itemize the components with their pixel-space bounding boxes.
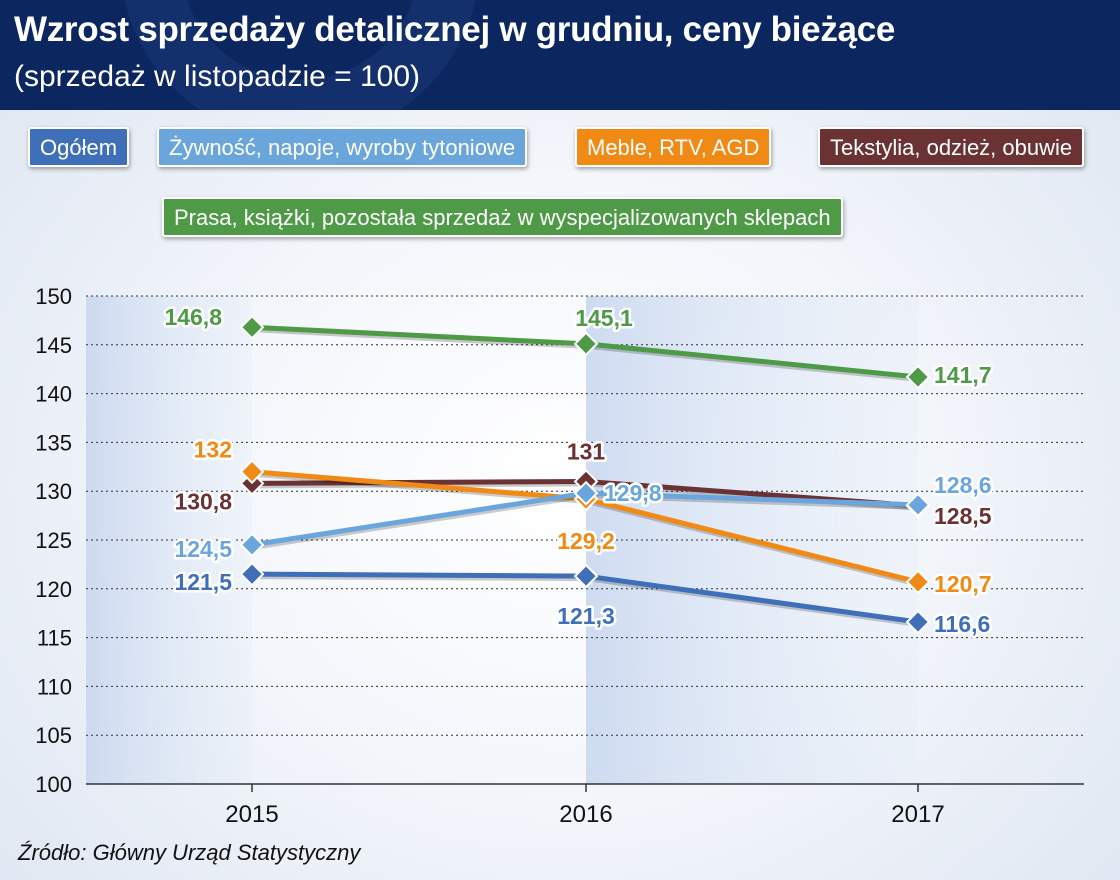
data-point-marker	[239, 561, 265, 587]
data-label: 130,8	[174, 488, 232, 514]
y-tick-label: 150	[35, 284, 72, 309]
y-tick-label: 110	[37, 674, 72, 699]
data-label: 121,3	[557, 603, 615, 629]
y-tick-label: 145	[35, 333, 72, 358]
legend-item-zywnosc: Żywność, napoje, wyroby tytoniowe	[157, 127, 528, 167]
data-label: 145,1	[575, 305, 633, 331]
y-tick-label: 135	[35, 430, 72, 455]
data-label: 129,8	[604, 480, 662, 506]
data-label: 128,5	[934, 503, 992, 529]
data-label: 132	[194, 437, 232, 463]
y-tick-label: 125	[35, 528, 72, 553]
data-label: 124,5	[174, 536, 232, 562]
data-point-marker	[239, 314, 265, 340]
data-point-marker	[573, 480, 599, 506]
data-label: 121,5	[174, 569, 232, 595]
data-point-marker	[905, 364, 931, 390]
x-tick-label: 2017	[891, 801, 944, 828]
data-label: 116,6	[934, 611, 990, 637]
y-tick-label: 100	[35, 772, 72, 797]
y-tick-label: 120	[35, 577, 72, 602]
legend-item-meble: Meble, RTV, AGD	[575, 127, 772, 167]
y-tick-label: 115	[37, 626, 72, 651]
chart-title: Wzrost sprzedaży detalicznej w grudniu, …	[14, 10, 896, 49]
chart-subtitle: (sprzedaż w listopadzie = 100)	[14, 60, 421, 93]
data-point-marker	[239, 532, 265, 558]
data-point-marker	[573, 563, 599, 589]
data-point-marker	[239, 459, 265, 485]
legend-item-tekstylia: Tekstylia, odzież, obuwie	[818, 127, 1085, 167]
data-point-marker	[573, 331, 599, 357]
y-tick-label: 105	[35, 723, 72, 748]
data-label: 146,8	[164, 304, 222, 330]
x-tick-label: 2015	[225, 801, 278, 828]
data-point-marker	[905, 569, 931, 595]
header-banner: Wzrost sprzedaży detalicznej w grudniu, …	[0, 0, 1120, 110]
background-band	[86, 296, 252, 784]
source-note: Źródło: Główny Urząd Statystyczny	[18, 840, 361, 865]
data-point-marker	[905, 492, 931, 518]
legend-item-ogolem: Ogółem	[28, 127, 130, 167]
data-label: 120,7	[934, 571, 992, 597]
legend-item-prasa: Prasa, książki, pozostała sprzedaż w wys…	[162, 197, 843, 237]
y-tick-label: 140	[35, 382, 72, 407]
x-tick-label: 2016	[559, 801, 612, 828]
data-point-marker	[905, 609, 931, 635]
data-label: 128,6	[934, 472, 992, 498]
data-label: 141,7	[934, 362, 992, 388]
data-label: 131	[567, 438, 606, 464]
data-label: 129,2	[557, 528, 615, 554]
y-tick-label: 130	[35, 479, 72, 504]
